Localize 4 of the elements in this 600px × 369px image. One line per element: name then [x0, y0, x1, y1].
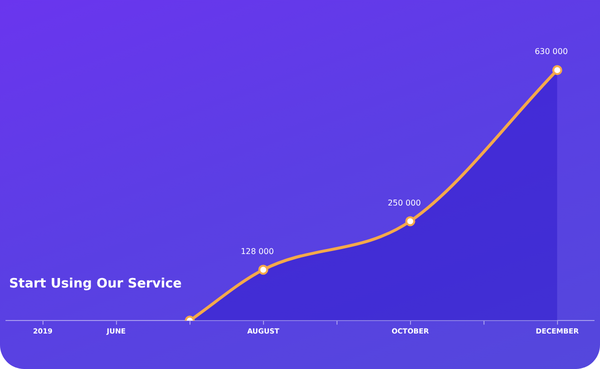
- data-label: 250 000: [388, 198, 421, 208]
- data-label: 630 000: [534, 47, 568, 56]
- annotation: Start Using Our Service: [9, 276, 182, 292]
- data-label: 128 000: [240, 246, 274, 256]
